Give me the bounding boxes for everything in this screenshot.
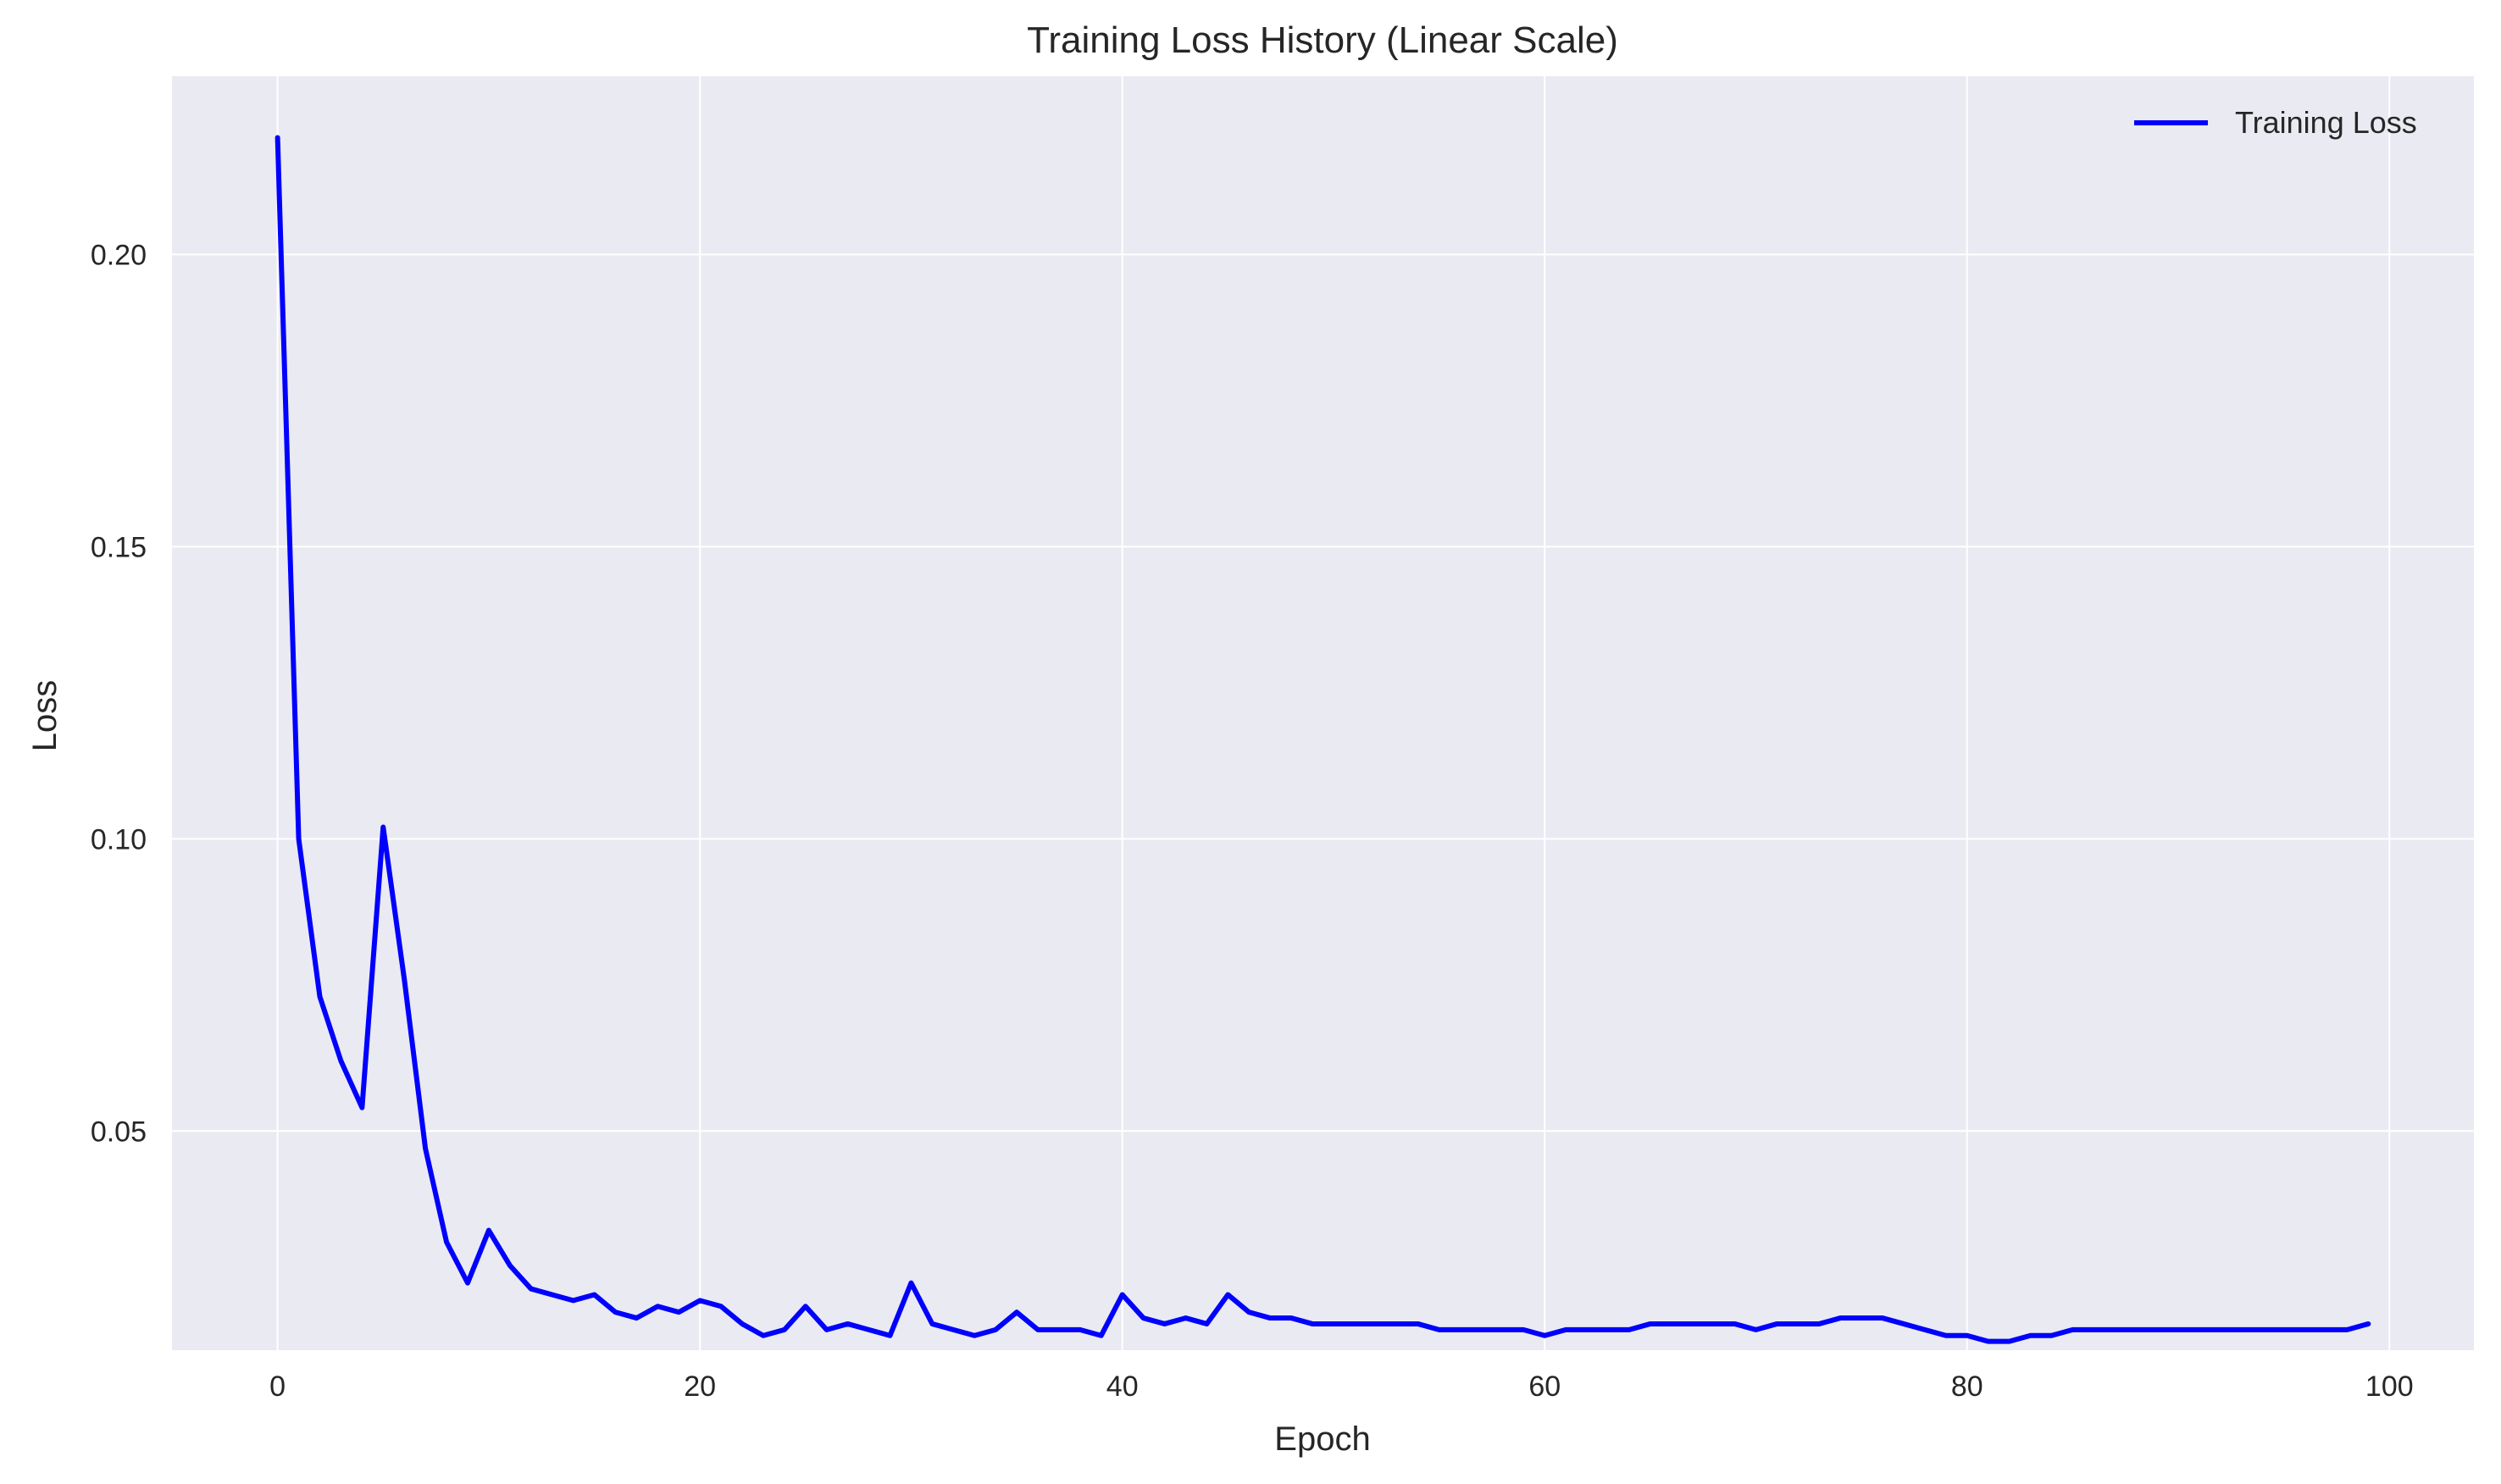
- y-axis-label: Loss: [26, 680, 64, 752]
- x-axis-label: Epoch: [1274, 1420, 1370, 1458]
- y-tick-label: 0.05: [91, 1116, 147, 1148]
- y-tick-label: 0.10: [91, 823, 147, 856]
- legend-label-training-loss: Training Loss: [2235, 105, 2417, 140]
- x-tick-label: 100: [2365, 1370, 2414, 1403]
- y-tick-label: 0.20: [91, 239, 147, 271]
- plot-area: [172, 76, 2474, 1350]
- x-tick-label: 40: [1106, 1370, 1139, 1403]
- chart-title: Training Loss History (Linear Scale): [1027, 19, 1618, 61]
- x-tick-label: 0: [269, 1370, 286, 1403]
- x-tick-label: 20: [684, 1370, 716, 1403]
- x-tick-label: 80: [1951, 1370, 1983, 1403]
- y-tick-label: 0.15: [91, 531, 147, 563]
- x-tick-label: 60: [1528, 1370, 1561, 1403]
